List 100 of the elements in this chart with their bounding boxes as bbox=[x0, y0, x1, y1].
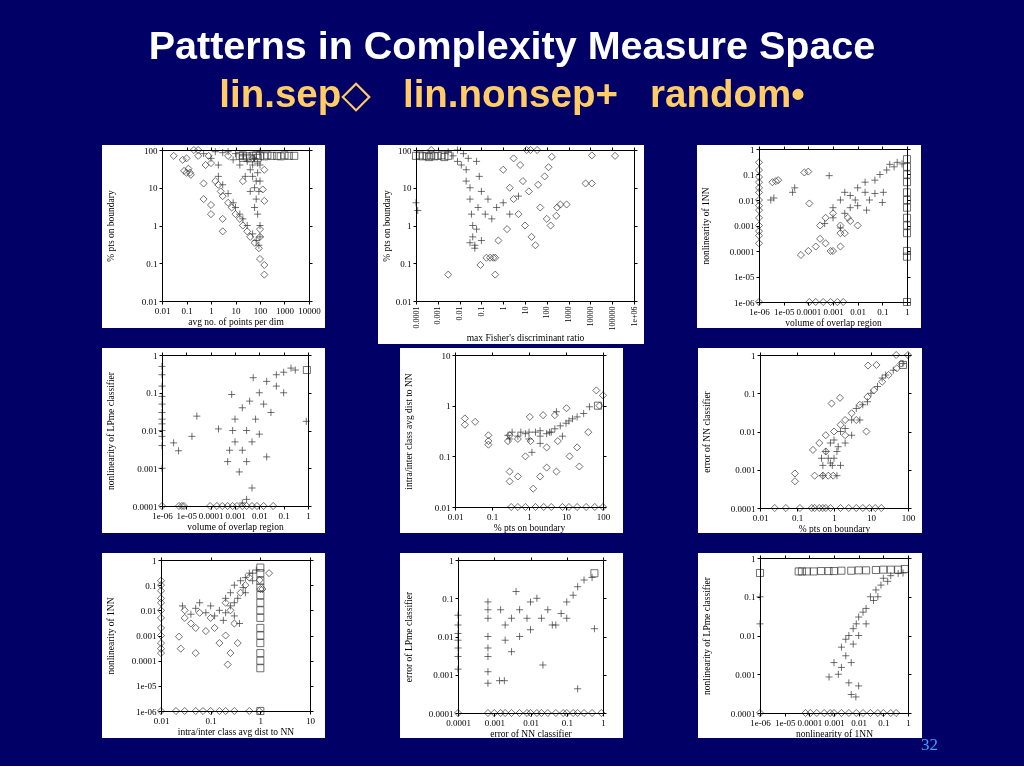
y-tick-label: 0.1 bbox=[743, 170, 755, 180]
x-axis-title: % pts on boundary bbox=[798, 523, 871, 534]
x-tick-label: 10000 bbox=[585, 306, 595, 327]
x-axis-title: volume of overlap region bbox=[187, 521, 284, 532]
x-tick-label: 1 bbox=[905, 306, 910, 317]
y-tick-label: 0.1 bbox=[146, 258, 158, 269]
x-tick-label: 0.001 bbox=[823, 306, 844, 317]
y-tick-label: 0.01 bbox=[738, 195, 755, 206]
y-tick-label: 0.01 bbox=[739, 427, 756, 437]
x-tick-label: 100000 bbox=[607, 306, 617, 331]
y-axis-title: error of LPme classifier bbox=[403, 590, 414, 683]
text: lin.sep◇ lin.nonsep+ random• bbox=[219, 72, 805, 115]
x-tick-label: 0.1 bbox=[878, 717, 890, 728]
x-tick-label: 1000 bbox=[276, 305, 295, 316]
y-tick-label: 1 bbox=[751, 553, 756, 564]
y-tick-label: 0.1 bbox=[145, 580, 157, 591]
x-tick-label: 0.001 bbox=[824, 717, 845, 728]
x-axis-title: error of NN classifier bbox=[490, 728, 573, 739]
y-tick-label: 0.01 bbox=[739, 631, 756, 641]
x-tick-label: 10 bbox=[231, 305, 241, 316]
x-tick-label: 1e-05 bbox=[176, 510, 198, 521]
x-tick-label: 100 bbox=[596, 511, 611, 522]
y-tick-label: 0.1 bbox=[439, 451, 451, 462]
x-tick-label: 10 bbox=[867, 512, 877, 523]
y-axis-title: nonlinearity of LPme classifier bbox=[105, 371, 116, 490]
y-axis-title: % pts on boundary bbox=[381, 190, 392, 262]
x-tick-label: 100 bbox=[542, 306, 552, 319]
y-tick-label: 0.01 bbox=[141, 296, 158, 307]
y-tick-label: 10 bbox=[402, 183, 412, 194]
y-tick-label: 0.001 bbox=[136, 631, 157, 641]
x-tick-label: 1e+06 bbox=[629, 306, 639, 327]
y-tick-label: 0.001 bbox=[734, 221, 755, 231]
y-tick-label: 1e-06 bbox=[136, 706, 157, 717]
x-tick-label: 0.1 bbox=[486, 511, 499, 522]
y-tick-label: 0.001 bbox=[735, 465, 756, 476]
x-tick-label: 0.001 bbox=[484, 717, 505, 728]
x-tick-label: 0.01 bbox=[523, 717, 539, 728]
x-axis-title: intra/inter class avg dist to NN bbox=[177, 726, 295, 737]
y-tick-label: 1 bbox=[449, 555, 454, 566]
y-axis-title: nonlinearity of 1NN bbox=[105, 597, 116, 675]
x-tick-label: 1000 bbox=[564, 306, 574, 323]
y-tick-label: 0.0001 bbox=[132, 501, 158, 512]
y-tick-label: 1e-05 bbox=[734, 272, 755, 282]
y-tick-label: 0.0001 bbox=[131, 656, 157, 667]
y-tick-label: 0.0001 bbox=[730, 503, 756, 514]
x-tick-label: 0.1 bbox=[205, 715, 217, 726]
x-tick-label: 0.01 bbox=[850, 306, 867, 317]
x-tick-label: 10000 bbox=[298, 305, 322, 316]
y-tick-label: 1 bbox=[152, 555, 157, 566]
y-tick-label: 0.01 bbox=[434, 502, 451, 513]
x-tick-label: 1 bbox=[498, 306, 508, 311]
y-tick-label: 0.0001 bbox=[730, 708, 756, 719]
y-tick-label: 10 bbox=[441, 350, 451, 361]
y-axis-title: nonlinearity of LPme classifier bbox=[701, 576, 712, 695]
y-tick-label: 1 bbox=[751, 350, 756, 361]
y-tick-label: 1e-06 bbox=[734, 297, 755, 308]
y-axis-title: intra/inter class avg dist to NN bbox=[403, 373, 414, 490]
y-axis-title: error of NN classifier bbox=[701, 390, 712, 473]
y-tick-label: 0.0001 bbox=[729, 246, 755, 257]
y-tick-label: 0.001 bbox=[735, 669, 756, 680]
x-tick-label: 1 bbox=[527, 511, 532, 522]
y-tick-label: 1 bbox=[153, 350, 158, 361]
y-tick-label: 1 bbox=[750, 144, 755, 155]
x-tick-label: 0.01 bbox=[851, 717, 868, 728]
x-tick-label: 0.1 bbox=[476, 306, 486, 317]
x-tick-label: 0.001 bbox=[225, 510, 246, 521]
y-tick-label: 1e-05 bbox=[136, 681, 157, 692]
y-tick-label: 0.01 bbox=[140, 605, 157, 616]
x-tick-label: 0.1 bbox=[181, 305, 193, 316]
y-tick-label: 0.1 bbox=[744, 388, 756, 399]
x-tick-label: 0.1 bbox=[877, 306, 889, 317]
x-tick-label: 1 bbox=[906, 717, 911, 728]
y-tick-label: 0.0001 bbox=[428, 708, 454, 719]
x-tick-label: 10 bbox=[306, 715, 316, 726]
x-tick-label: 100 bbox=[901, 512, 916, 523]
x-tick-label: 0.1 bbox=[791, 512, 804, 523]
x-tick-label: 1 bbox=[306, 510, 311, 521]
text: Patterns in Complexity Measure Space bbox=[148, 23, 876, 67]
x-axis-title: nonlinearity of 1NN bbox=[795, 728, 874, 739]
x-tick-label: 0.01 bbox=[251, 510, 268, 521]
y-axis-title: nonlinearity of 1NN bbox=[700, 187, 711, 265]
x-tick-label: 1 bbox=[601, 717, 606, 728]
y-tick-label: 0.001 bbox=[137, 463, 158, 474]
y-tick-label: 0.1 bbox=[400, 258, 412, 269]
y-tick-label: 10 bbox=[148, 183, 158, 194]
x-tick-label: 1e-05 bbox=[773, 306, 795, 317]
x-axis-title: max Fisher's discriminant ratio bbox=[466, 332, 585, 343]
x-tick-label: 1 bbox=[832, 512, 837, 523]
x-tick-label: 0.0001 bbox=[796, 306, 822, 317]
y-tick-label: 0.001 bbox=[433, 670, 454, 681]
y-tick-label: 100 bbox=[144, 145, 158, 156]
y-tick-label: 1 bbox=[446, 401, 451, 412]
x-tick-label: 1 bbox=[209, 305, 214, 316]
x-tick-label: 0.0001 bbox=[198, 510, 224, 521]
x-tick-label: 10 bbox=[562, 511, 572, 522]
y-tick-label: 0.01 bbox=[141, 426, 158, 436]
x-tick-label: 100 bbox=[253, 305, 268, 316]
y-tick-label: 1 bbox=[407, 221, 412, 231]
x-tick-label: 0.1 bbox=[561, 717, 573, 728]
text: 32 bbox=[921, 735, 938, 754]
